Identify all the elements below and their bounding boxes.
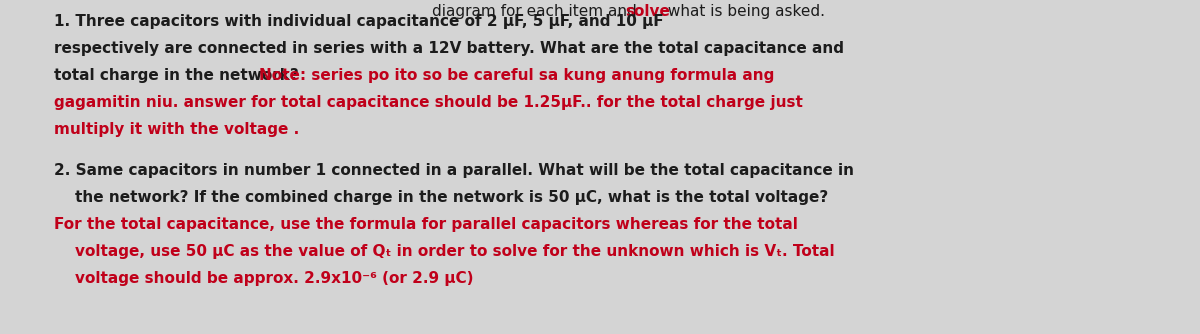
Text: multiply it with the voltage .: multiply it with the voltage . bbox=[54, 122, 299, 137]
Text: diagram for each item and: diagram for each item and bbox=[432, 4, 642, 19]
Text: 2. Same capacitors in number 1 connected in a parallel. What will be the total c: 2. Same capacitors in number 1 connected… bbox=[54, 163, 854, 178]
Text: the network? If the combined charge in the network is 50 μC, what is the total v: the network? If the combined charge in t… bbox=[54, 190, 828, 205]
Text: 1. Three capacitors with individual capacitance of 2 μF, 5 μF, and 10 μF: 1. Three capacitors with individual capa… bbox=[54, 14, 664, 29]
Text: solve: solve bbox=[625, 4, 671, 19]
Text: total charge in the network?: total charge in the network? bbox=[54, 68, 304, 83]
Text: what is being asked.: what is being asked. bbox=[662, 4, 824, 19]
Text: respectively are connected in series with a 12V battery. What are the total capa: respectively are connected in series wit… bbox=[54, 41, 844, 56]
Text: voltage, use 50 μC as the value of Qₜ in order to solve for the unknown which is: voltage, use 50 μC as the value of Qₜ in… bbox=[54, 244, 835, 259]
Text: voltage should be approx. 2.9x10⁻⁶ (or 2.9 μC): voltage should be approx. 2.9x10⁻⁶ (or 2… bbox=[54, 271, 474, 286]
Text: For the total capacitance, use the formula for parallel capacitors whereas for t: For the total capacitance, use the formu… bbox=[54, 217, 798, 232]
Text: Note: series po ito so be careful sa kung anung formula ang: Note: series po ito so be careful sa kun… bbox=[259, 68, 774, 83]
Text: gagamitin niu. answer for total capacitance should be 1.25μF.. for the total cha: gagamitin niu. answer for total capacita… bbox=[54, 95, 803, 110]
